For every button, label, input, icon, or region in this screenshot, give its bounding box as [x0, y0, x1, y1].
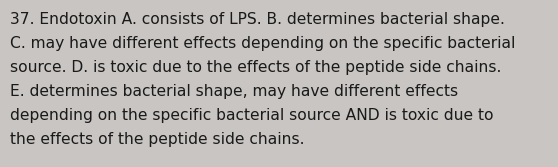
- Text: 37. Endotoxin A. consists of LPS. B. determines bacterial shape.: 37. Endotoxin A. consists of LPS. B. det…: [10, 12, 505, 27]
- Text: C. may have different effects depending on the specific bacterial: C. may have different effects depending …: [10, 36, 516, 51]
- Text: source. D. is toxic due to the effects of the peptide side chains.: source. D. is toxic due to the effects o…: [10, 60, 502, 75]
- Text: E. determines bacterial shape, may have different effects: E. determines bacterial shape, may have …: [10, 84, 458, 99]
- Text: the effects of the peptide side chains.: the effects of the peptide side chains.: [10, 132, 305, 147]
- Text: depending on the specific bacterial source AND is toxic due to: depending on the specific bacterial sour…: [10, 108, 493, 123]
